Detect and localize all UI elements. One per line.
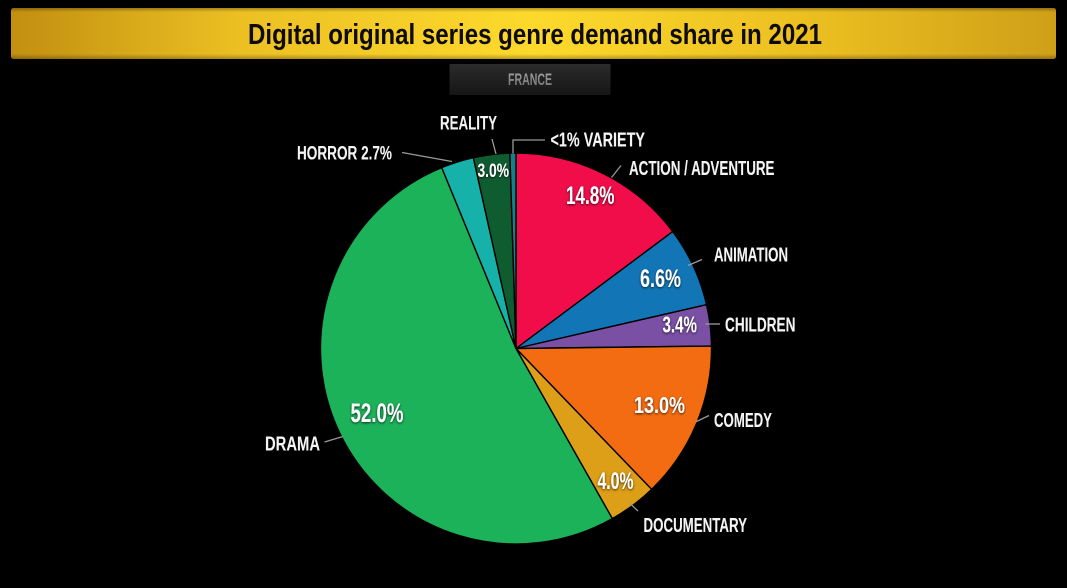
svg-text:14.8%: 14.8% bbox=[566, 182, 615, 210]
svg-text:3.0%: 3.0% bbox=[478, 161, 510, 182]
svg-text:CHILDREN: CHILDREN bbox=[725, 315, 796, 337]
svg-text:ANIMATION: ANIMATION bbox=[714, 245, 788, 267]
svg-text:4.0%: 4.0% bbox=[598, 468, 634, 495]
svg-text:DRAMA: DRAMA bbox=[265, 434, 320, 456]
svg-text:6.6%: 6.6% bbox=[640, 265, 681, 293]
svg-text:DOCUMENTARY: DOCUMENTARY bbox=[644, 515, 748, 537]
svg-text:13.0%: 13.0% bbox=[634, 392, 685, 418]
svg-text:<1% VARIETY: <1% VARIETY bbox=[551, 130, 646, 152]
svg-text:COMEDY: COMEDY bbox=[714, 410, 772, 432]
svg-text:3.4%: 3.4% bbox=[663, 312, 698, 338]
svg-text:ACTION / ADVENTURE: ACTION / ADVENTURE bbox=[629, 158, 775, 180]
svg-text:FRANCE: FRANCE bbox=[508, 70, 552, 89]
svg-text:52.0%: 52.0% bbox=[351, 398, 404, 428]
svg-text:REALITY: REALITY bbox=[440, 114, 497, 135]
svg-text:Digital original series genre: Digital original series genre demand sha… bbox=[248, 19, 822, 51]
svg-text:HORROR 2.7%: HORROR 2.7% bbox=[297, 144, 392, 165]
